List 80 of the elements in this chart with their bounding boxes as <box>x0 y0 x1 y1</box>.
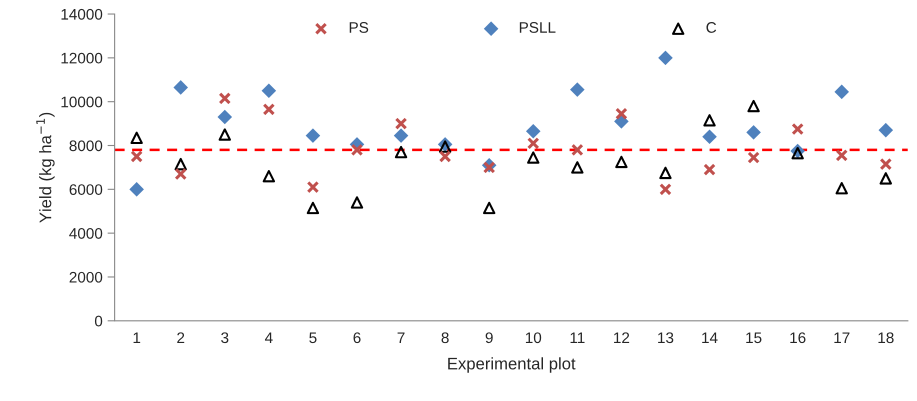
point <box>659 183 672 196</box>
point <box>218 92 231 105</box>
point <box>438 150 452 163</box>
y-tick-label: 8000 <box>70 140 102 152</box>
x-tick-label: 16 <box>790 332 806 344</box>
y-tick-label: 4000 <box>69 228 102 239</box>
point <box>880 172 892 185</box>
point <box>880 158 892 170</box>
point <box>703 114 716 126</box>
point <box>836 149 848 162</box>
point <box>615 108 628 120</box>
x-tick-label: 3 <box>221 332 228 344</box>
point <box>129 182 144 197</box>
point <box>570 82 585 97</box>
legend-label: C <box>706 22 716 33</box>
x-tick-label: 7 <box>398 332 405 343</box>
legend-label: PSLL <box>520 22 556 33</box>
point <box>130 150 143 163</box>
y-tick-label: 10000 <box>62 96 102 108</box>
x-tick-label: 11 <box>570 332 585 343</box>
x-tick-label: 6 <box>354 332 361 344</box>
point <box>571 144 584 156</box>
point <box>702 129 717 144</box>
point <box>571 161 584 174</box>
x-tick-label: 9 <box>486 332 493 344</box>
point <box>527 151 540 164</box>
point <box>526 124 541 139</box>
point <box>394 117 408 130</box>
y-tick-label: 12000 <box>62 52 102 64</box>
point <box>615 156 628 168</box>
y-tick-label: 6000 <box>70 184 102 196</box>
point <box>747 151 760 164</box>
legend-label: PS <box>350 22 368 33</box>
x-tick-label: 17 <box>834 332 850 343</box>
point <box>438 140 452 153</box>
point <box>703 163 716 176</box>
point <box>306 180 320 194</box>
x-tick-label: 2 <box>177 332 184 343</box>
x-tick-label: 13 <box>658 332 674 344</box>
point <box>350 196 364 209</box>
y-tick-label: 14000 <box>62 8 102 20</box>
point <box>834 84 850 100</box>
x-tick-label: 8 <box>442 332 449 344</box>
y-axis-title: Yield (kg ha$^{−1}$) <box>36 112 55 223</box>
point <box>262 103 276 116</box>
y-tick-label: 0 <box>94 316 102 326</box>
point <box>173 80 188 95</box>
point <box>130 132 143 144</box>
x-axis-title: Experimental plot <box>448 357 576 373</box>
y-tick-label: 2000 <box>70 272 102 283</box>
point <box>394 146 408 158</box>
point <box>659 166 672 180</box>
point <box>218 128 231 141</box>
point <box>791 146 804 160</box>
point <box>306 128 320 143</box>
x-tick-label: 5 <box>309 332 317 344</box>
point <box>483 161 496 174</box>
x-tick-label: 10 <box>526 332 542 344</box>
point <box>527 137 540 150</box>
x-tick-label: 1 <box>134 332 140 343</box>
point <box>174 168 187 180</box>
point <box>658 50 673 66</box>
x-tick-label: 12 <box>614 332 630 343</box>
point <box>262 170 276 182</box>
x-tick-label: 14 <box>702 332 718 343</box>
point <box>262 83 276 98</box>
point <box>878 122 894 138</box>
x-tick-label: 18 <box>878 332 894 344</box>
point <box>350 144 364 156</box>
point <box>218 110 232 124</box>
point <box>747 100 760 112</box>
point <box>836 182 848 194</box>
point <box>746 125 761 140</box>
point <box>483 202 496 214</box>
x-tick-label: 15 <box>746 332 762 344</box>
point <box>306 202 320 214</box>
point <box>394 128 408 143</box>
point <box>174 158 187 170</box>
point <box>791 122 804 136</box>
x-tick-label: 4 <box>264 332 273 343</box>
